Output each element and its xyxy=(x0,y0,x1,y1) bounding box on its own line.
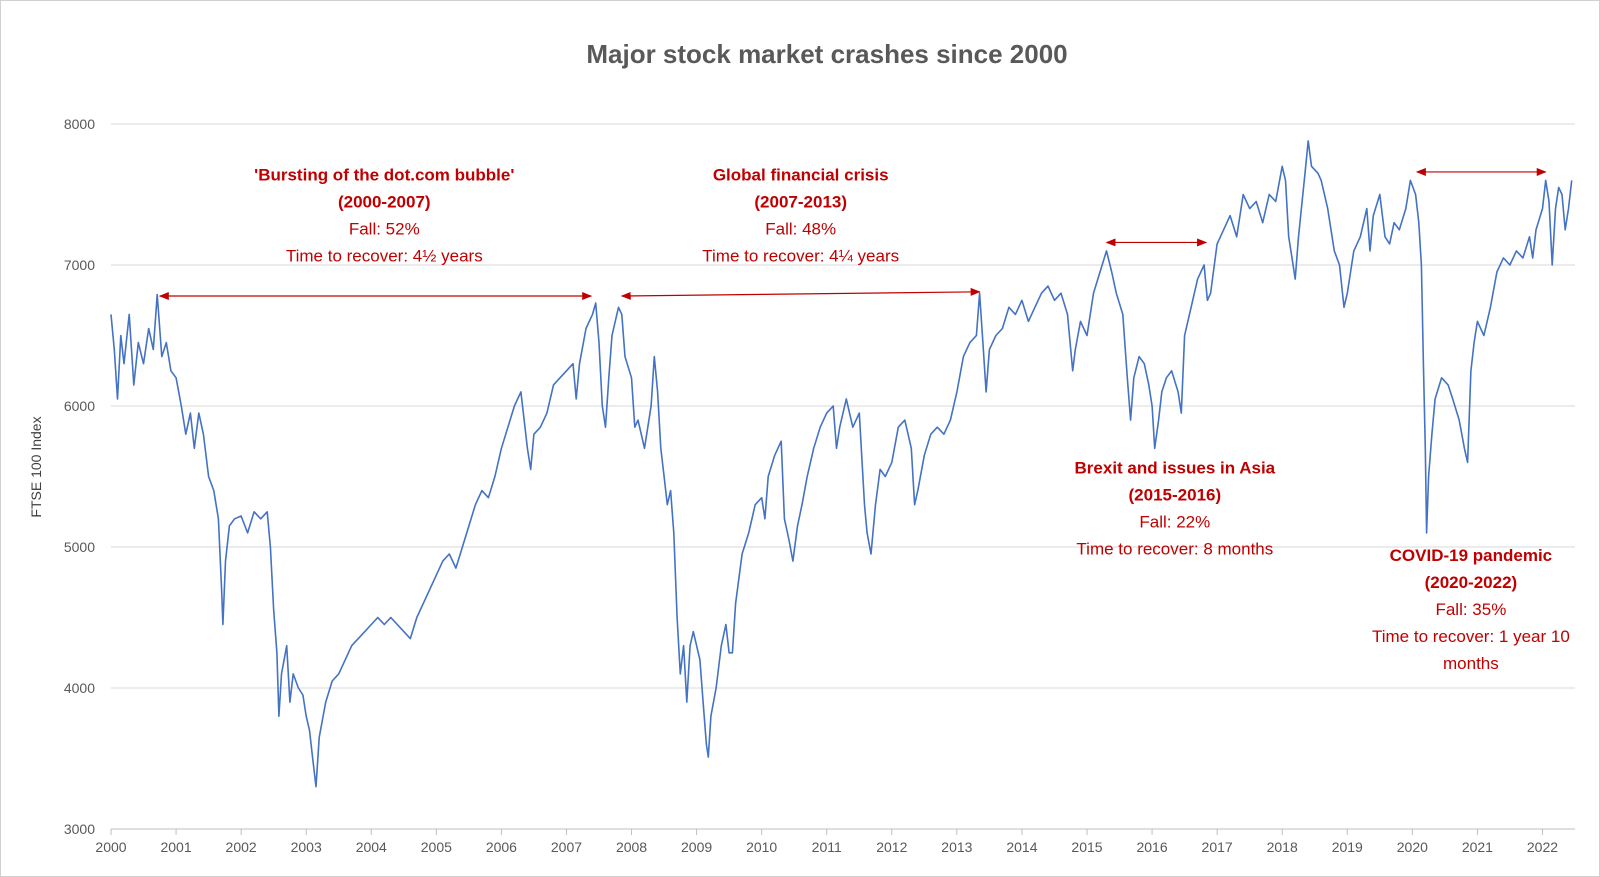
annotation-line: months xyxy=(1443,654,1499,673)
x-tick-label: 2020 xyxy=(1397,839,1428,855)
annotations: 'Bursting of the dot.com bubble' (2000-20… xyxy=(158,165,1570,673)
x-tick-label: 2006 xyxy=(486,839,517,855)
annotation-2: Global financial crisis (2007-2013) Fall: … xyxy=(620,165,981,300)
x-tick-label: 2007 xyxy=(551,839,582,855)
chart-title: Major stock market crashes since 2000 xyxy=(586,39,1067,69)
x-tick-label: 2010 xyxy=(746,839,777,855)
x-tick-label: 2001 xyxy=(160,839,191,855)
annotation-line: (2015-2016) xyxy=(1129,486,1222,505)
x-tick-label: 2002 xyxy=(226,839,257,855)
annotation-line: Global financial crisis xyxy=(713,165,889,184)
annotation-line: COVID-19 pandemic xyxy=(1390,546,1553,565)
y-axis-ticks: 3000 4000 5000 6000 7000 8000 xyxy=(64,116,95,837)
annotation-line: (2000-2007) xyxy=(338,192,431,211)
y-tick-label: 3000 xyxy=(64,821,95,837)
x-tick-label: 2017 xyxy=(1202,839,1233,855)
x-tick-label: 2014 xyxy=(1006,839,1037,855)
x-tick-label: 2015 xyxy=(1071,839,1102,855)
recovery-arrow xyxy=(620,287,981,300)
x-axis-ticks: 2000 2001 2002 2003 2004 2005 2006 2007 2008 2009… xyxy=(95,829,1558,855)
x-tick-label: 2018 xyxy=(1267,839,1298,855)
annotation-line: Brexit and issues in Asia xyxy=(1075,459,1276,478)
x-tick-label: 2003 xyxy=(291,839,322,855)
y-tick-label: 5000 xyxy=(64,539,95,555)
x-tick-label: 2022 xyxy=(1527,839,1558,855)
y-tick-label: 7000 xyxy=(64,257,95,273)
x-tick-label: 2021 xyxy=(1462,839,1493,855)
annotation-3: Brexit and issues in Asia (2015-2016) Fall… xyxy=(1075,238,1276,559)
gridlines xyxy=(111,123,1575,830)
annotation-line: Time to recover: 4¼ years xyxy=(702,246,899,265)
annotation-line: 'Bursting of the dot.com bubble' xyxy=(254,165,514,184)
x-tick-label: 2004 xyxy=(356,839,387,855)
annotation-line: (2007-2013) xyxy=(754,192,847,211)
y-tick-label: 8000 xyxy=(64,116,95,132)
x-tick-label: 2009 xyxy=(681,839,712,855)
annotation-1: 'Bursting of the dot.com bubble' (2000-20… xyxy=(158,165,593,301)
annotation-line: (2020-2022) xyxy=(1425,573,1518,592)
annotation-line: Fall: 35% xyxy=(1435,600,1506,619)
x-tick-label: 2013 xyxy=(941,839,972,855)
x-tick-label: 2012 xyxy=(876,839,907,855)
x-tick-label: 2011 xyxy=(812,839,842,855)
annotation-4: COVID-19 pandemic (2020-2022) Fall: 35% Tim… xyxy=(1372,167,1570,673)
x-tick-label: 2000 xyxy=(95,839,126,855)
annotation-line: Fall: 48% xyxy=(765,219,836,238)
annotation-line: Fall: 52% xyxy=(349,219,420,238)
annotation-line: Time to recover: 4½ years xyxy=(286,246,483,265)
y-axis-label: FTSE 100 Index xyxy=(28,416,44,517)
annotation-line: Time to recover: 1 year 10 xyxy=(1372,627,1570,646)
annotation-line: Fall: 22% xyxy=(1139,513,1210,532)
ftse-100-series-line xyxy=(110,140,1573,788)
x-tick-label: 2019 xyxy=(1332,839,1363,855)
x-tick-label: 2016 xyxy=(1136,839,1167,855)
y-tick-label: 4000 xyxy=(64,680,95,696)
x-tick-label: 2008 xyxy=(616,839,647,855)
annotation-line: Time to recover: 8 months xyxy=(1076,540,1273,559)
y-tick-label: 6000 xyxy=(64,398,95,414)
x-tick-label: 2005 xyxy=(421,839,452,855)
